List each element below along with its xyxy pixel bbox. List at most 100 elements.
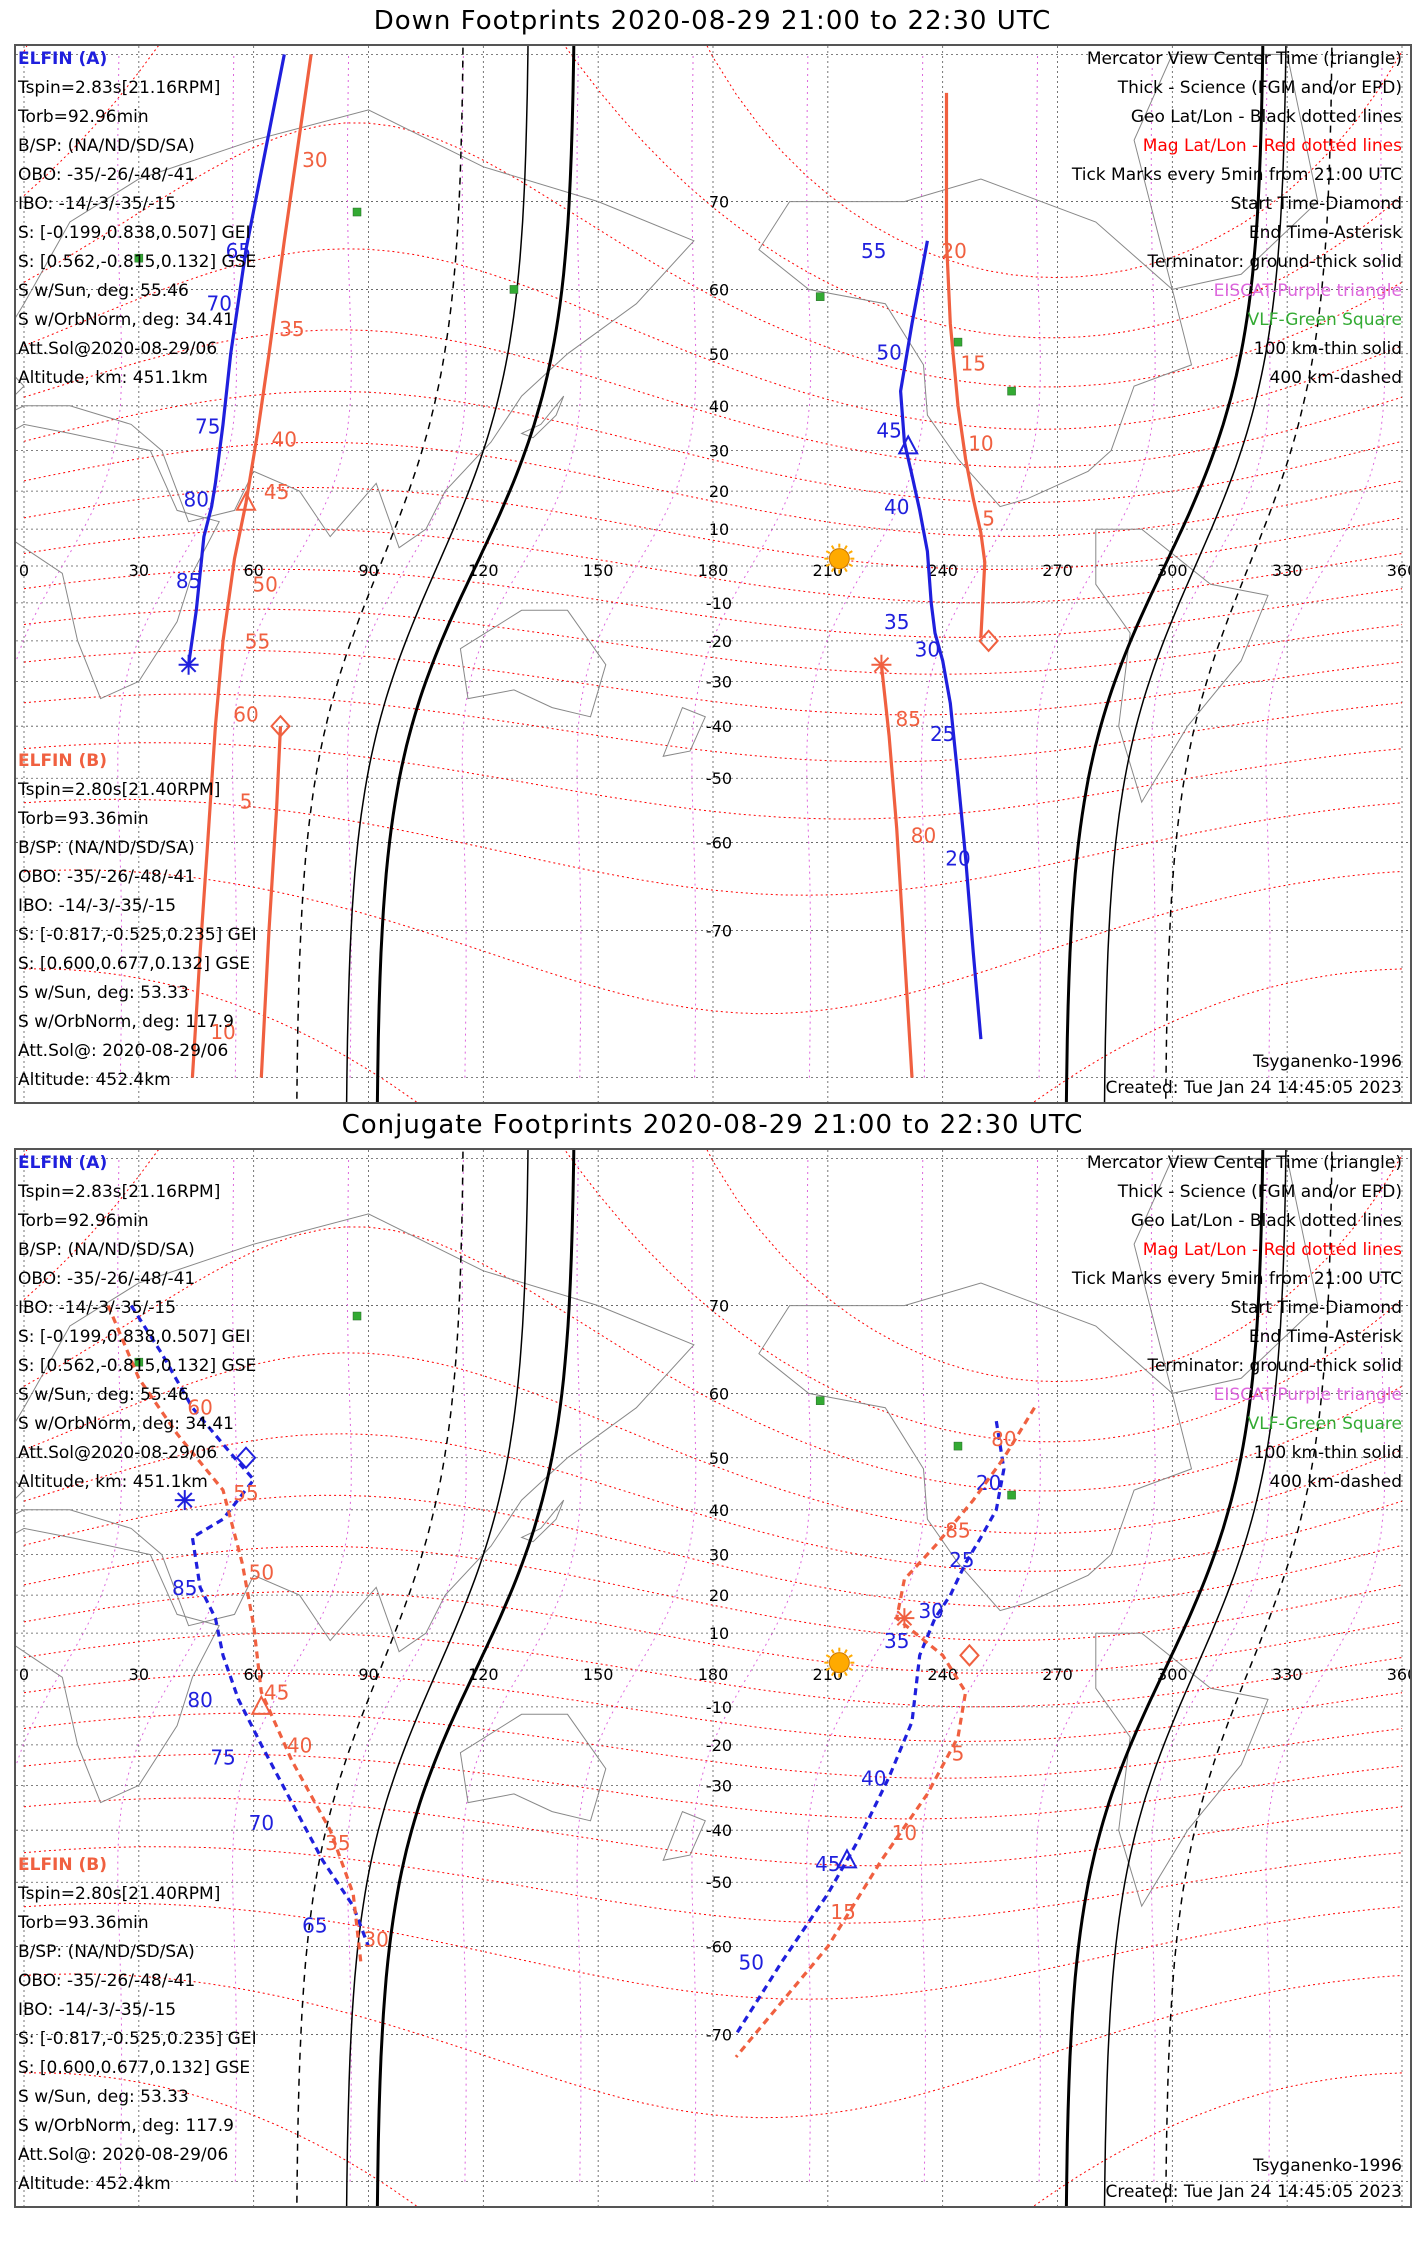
elfin-a-center-triangle (897, 434, 919, 455)
sun-ray (830, 567, 835, 573)
elfin-b-info-line: OBO: -35/-26/-48/-41 (18, 1971, 195, 1991)
elfin-b-tick-label: 30 (302, 148, 327, 172)
sun-icon (828, 1652, 850, 1674)
mag-meridian (461, 54, 582, 1078)
elfin-b-tick-label: 55 (233, 1481, 258, 1505)
y-tick-label: 60 (709, 1384, 729, 1403)
elfin-b-track (106, 1304, 363, 1962)
elfin-b-info-line: B/SP: (NA/ND/SD/SA) (18, 1942, 195, 1962)
elfin-b-tick-label: 5 (982, 506, 995, 530)
elfin-a-tick-label: 45 (815, 1852, 840, 1876)
y-tick-label: -70 (706, 921, 732, 940)
elfin-b-info-line: S: [-0.817,-0.525,0.235] GEI (18, 925, 257, 945)
elfin-a-track (898, 240, 983, 1040)
mag-parallel (23, 649, 1403, 716)
terminator-line (295, 7, 465, 1125)
elfin-b-info-line: Tspin=2.80s[21.40RPM] (17, 1884, 220, 1904)
legend-line: Mercator View Center Time (triangle) (1087, 49, 1402, 69)
elfin-b-tick-label: 80 (911, 824, 936, 848)
mag-parallel (23, 122, 1403, 388)
elfin-a-info-line: OBO: -35/-26/-48/-41 (18, 165, 195, 185)
x-tick-label: 120 (468, 1665, 499, 1684)
elfin-b-track (879, 664, 914, 1078)
elfin-b-tick-label: 45 (264, 480, 289, 504)
continent-outline (1133, 1157, 1319, 1394)
elfin-b-tick-label: 40 (272, 427, 297, 451)
x-tick-label: 180 (698, 1665, 729, 1684)
y-tick-label: 60 (709, 280, 729, 299)
mag-parallel (23, 742, 1403, 820)
legend-line: Tick Marks every 5min from 21:00 UTC (1071, 165, 1402, 185)
elfin-a-info-line: IBO: -14/-3/-35/-15 (18, 1298, 176, 1318)
elfin-b-track (944, 92, 987, 638)
terminator-line (1164, 1111, 1334, 2229)
created-timestamp: Created: Tue Jan 24 14:45:05 2023 (1105, 1078, 1402, 1098)
mag-parallel (23, 693, 1403, 763)
mag-meridian (346, 1158, 467, 2182)
elfin-b-track (259, 726, 283, 1078)
elfin-a-info-line: S w/OrbNorm, deg: 34.41 (18, 310, 234, 330)
elfin-a-info-line: S: [-0.199,0.838,0.507] GEI (18, 223, 250, 243)
elfin-a-info-line: Tspin=2.83s[21.16RPM] (17, 78, 220, 98)
elfin-b-tick-label: 40 (287, 1734, 312, 1758)
mag-meridian (691, 1158, 812, 2182)
x-tick-label: 240 (927, 561, 958, 580)
elfin-b-tick-label: 50 (249, 1560, 274, 1584)
continent-outline (520, 1499, 565, 1543)
terminator-line (1103, 7, 1288, 1125)
elfin-b-start-diamond (270, 714, 291, 738)
elfin-b-tick-label: 15 (961, 351, 986, 375)
elfin-a-center-triangle (836, 1848, 858, 1869)
elfin-a-tick-label: 70 (249, 1811, 274, 1835)
legend-line: Start Time-Diamond (1231, 1298, 1402, 1318)
y-tick-label: 40 (709, 397, 729, 416)
elfin-b-info-line: IBO: -14/-3/-35/-15 (18, 2000, 176, 2020)
continent-outline (0, 1527, 220, 1804)
legend-line: 100 km-thin solid (1254, 339, 1402, 359)
x-tick-label: 300 (1157, 561, 1188, 580)
elfin-a-info-line: OBO: -35/-26/-48/-41 (18, 1269, 195, 1289)
elfin-b-tick-label: 5 (952, 1742, 965, 1766)
y-tick-label: -20 (706, 1736, 732, 1755)
vlf-station-marker (352, 207, 362, 217)
mag-meridian (1265, 1158, 1386, 2182)
legend-line: Thick - Science (FGM and/or EPD) (1117, 78, 1402, 98)
continent-outline (1133, 53, 1319, 290)
elfin-a-tick-label: 80 (184, 488, 209, 512)
sun-ray (843, 567, 848, 573)
elfin-a-tick-label: 30 (915, 638, 940, 662)
vlf-station-marker (953, 1441, 963, 1451)
legend-line: Start Time-Diamond (1231, 194, 1402, 214)
elfin-a-tick-label: 40 (884, 495, 909, 519)
mag-parallel (23, 486, 1403, 570)
legend-line: End Time-Asterisk (1249, 1327, 1402, 1347)
elfin-a-info-line: S: [-0.199,0.838,0.507] GEI (18, 1327, 250, 1347)
terminator-line (345, 7, 530, 1125)
sun-ray (843, 1649, 848, 1654)
elfin-b-end-asterisk (896, 1610, 913, 1626)
mag-parallel (23, 798, 1403, 896)
mag-parallel (23, 0, 1403, 339)
sun-ray (825, 1667, 831, 1672)
x-tick-label: 270 (1042, 1665, 1073, 1684)
elfin-a-info-line: S w/OrbNorm, deg: 34.41 (18, 1414, 234, 1434)
elfin-b-start-diamond (959, 1643, 980, 1667)
elfin-b-info-line: Altitude: 452.4km (18, 2174, 171, 2194)
elfin-b-info-line: Tspin=2.80s[21.40RPM] (17, 780, 220, 800)
y-tick-label: -50 (706, 1873, 732, 1892)
sun-ray (848, 563, 853, 568)
elfin-a-info-line: Torb=92.96min (17, 1211, 149, 1231)
mag-parallel (23, 1846, 1403, 1924)
legend-line: Geo Lat/Lon - Black dotted lines (1131, 107, 1402, 127)
vlf-station-marker (134, 1357, 144, 1367)
mag-meridian (806, 1158, 926, 2182)
elfin-a-tick-label: 70 (206, 291, 231, 315)
elfin-b-tick-label: 60 (233, 702, 258, 726)
sun-ray (848, 550, 853, 555)
mercator-map-down: 0306090120150180210240270300330360706050… (0, 0, 1417, 1186)
legend-line: Tick Marks every 5min from 21:00 UTC (1071, 1269, 1402, 1289)
elfin-a-tick-label: 30 (918, 1599, 943, 1623)
mag-parallel (23, 1590, 1403, 1674)
continent-outline (1095, 1632, 1269, 1908)
legend-line: EISCAT-Purple triangle (1214, 1385, 1402, 1405)
